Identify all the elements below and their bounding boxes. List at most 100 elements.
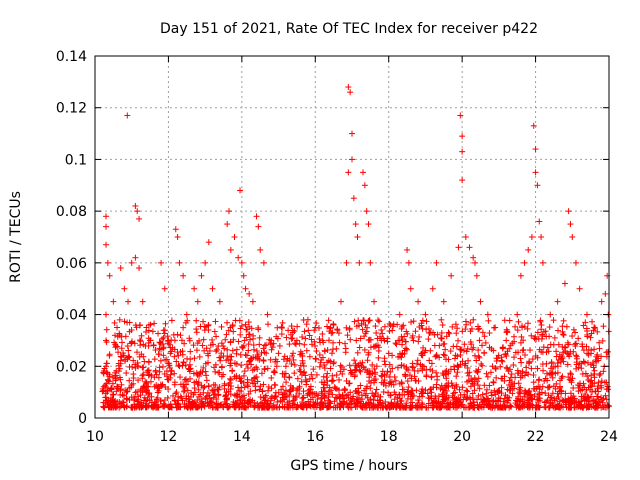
scatter-point bbox=[200, 389, 207, 396]
scatter-point bbox=[575, 364, 582, 371]
data-point bbox=[343, 259, 350, 266]
scatter-point bbox=[215, 391, 222, 398]
y-tick-label: 0.06 bbox=[56, 256, 87, 272]
scatter-point bbox=[584, 359, 591, 366]
scatter-point bbox=[305, 398, 312, 405]
scatter-point bbox=[317, 339, 324, 346]
data-point bbox=[264, 311, 271, 318]
scatter-point bbox=[283, 393, 290, 400]
scatter-point bbox=[550, 317, 557, 324]
scatter-point bbox=[155, 351, 162, 358]
scatter-point bbox=[362, 322, 369, 329]
data-point bbox=[530, 122, 537, 129]
scatter-point bbox=[260, 381, 267, 388]
data-point bbox=[345, 84, 352, 91]
scatter-point bbox=[518, 333, 525, 340]
scatter-point bbox=[328, 350, 335, 357]
scatter-point bbox=[234, 397, 241, 404]
scatter-point bbox=[366, 374, 373, 381]
scatter-point bbox=[255, 324, 262, 331]
scatter-point bbox=[503, 352, 510, 359]
scatter-point bbox=[518, 359, 525, 366]
scatter-point bbox=[132, 322, 139, 329]
scatter-point bbox=[475, 353, 482, 360]
scatter-point bbox=[330, 360, 337, 367]
scatter-point bbox=[313, 371, 320, 378]
scatter-point bbox=[106, 373, 113, 380]
scatter-point bbox=[542, 375, 549, 382]
scatter-point bbox=[226, 403, 233, 410]
scatter-point bbox=[450, 363, 457, 370]
scatter-point bbox=[209, 404, 216, 411]
scatter-point bbox=[319, 354, 326, 361]
scatter-point bbox=[451, 396, 458, 403]
scatter-point bbox=[363, 404, 370, 411]
scatter-point bbox=[159, 335, 166, 342]
scatter-point bbox=[559, 373, 566, 380]
data-point bbox=[473, 272, 480, 279]
scatter-point bbox=[584, 350, 591, 357]
scatter-point bbox=[404, 330, 411, 337]
data-point bbox=[532, 169, 539, 176]
scatter-point bbox=[579, 343, 586, 350]
scatter-point bbox=[201, 347, 208, 354]
scatter-point bbox=[332, 385, 339, 392]
scatter-point bbox=[403, 404, 410, 411]
scatter-point bbox=[452, 321, 459, 328]
scatter-point bbox=[356, 367, 363, 374]
scatter-point bbox=[163, 356, 170, 363]
scatter-point bbox=[600, 323, 607, 330]
scatter-point bbox=[280, 394, 287, 401]
scatter-point bbox=[442, 346, 449, 353]
scatter-point bbox=[256, 334, 263, 341]
scatter-point bbox=[271, 368, 278, 375]
scatter-point bbox=[297, 362, 304, 369]
scatter-point bbox=[438, 329, 445, 336]
scatter-point bbox=[412, 377, 419, 384]
scatter-point bbox=[103, 360, 110, 367]
scatter-point bbox=[376, 318, 383, 325]
scatter-point bbox=[222, 393, 229, 400]
data-point bbox=[459, 177, 466, 184]
data-point bbox=[536, 218, 543, 225]
scatter-point bbox=[413, 360, 420, 367]
scatter-point bbox=[287, 382, 294, 389]
scatter-point bbox=[288, 360, 295, 367]
scatter-point bbox=[604, 348, 611, 355]
scatter-point bbox=[511, 380, 518, 387]
scatter-point bbox=[306, 386, 313, 393]
scatter-point bbox=[224, 346, 231, 353]
scatter-point bbox=[453, 373, 460, 380]
scatter-point bbox=[549, 369, 556, 376]
scatter-point bbox=[426, 329, 433, 336]
scatter-point bbox=[363, 390, 370, 397]
scatter-point bbox=[354, 403, 361, 410]
scatter-point bbox=[524, 397, 531, 404]
data-point bbox=[561, 280, 568, 287]
scatter-point bbox=[524, 325, 531, 332]
y-tick-label: 0.08 bbox=[56, 204, 87, 220]
scatter-point bbox=[108, 404, 115, 411]
data-point bbox=[249, 298, 256, 305]
scatter-point bbox=[316, 363, 323, 370]
data-point bbox=[462, 234, 469, 240]
scatter-point bbox=[286, 357, 293, 364]
scatter-point bbox=[301, 341, 308, 348]
scatter-point bbox=[116, 330, 123, 337]
scatter-point bbox=[337, 362, 344, 369]
scatter-point bbox=[137, 404, 144, 411]
scatter-point bbox=[239, 344, 246, 351]
scatter-point bbox=[231, 392, 238, 399]
scatter-point bbox=[190, 370, 197, 377]
scatter-point bbox=[194, 340, 201, 347]
scatter-point bbox=[364, 394, 371, 401]
scatter-point bbox=[291, 370, 298, 377]
scatter-point bbox=[218, 373, 225, 380]
scatter-point bbox=[367, 379, 374, 386]
scatter-point bbox=[387, 392, 394, 399]
scatter-point bbox=[365, 349, 372, 356]
scatter-point bbox=[252, 374, 259, 381]
scatter-point bbox=[557, 377, 564, 384]
scatter-point bbox=[507, 342, 514, 349]
data-point bbox=[448, 272, 455, 279]
